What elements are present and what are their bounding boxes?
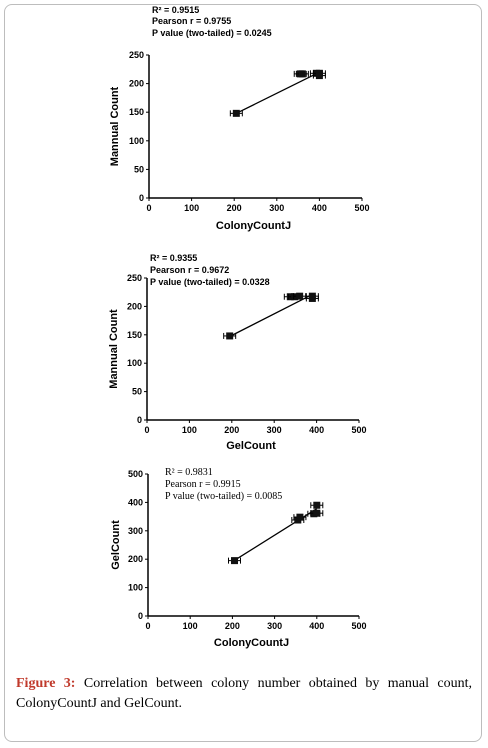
y-tick-label: 0 [138, 611, 143, 621]
y-tick-label: 150 [129, 107, 144, 117]
y-axis-title: Mannual Count [108, 309, 120, 389]
x-tick-label: 200 [224, 425, 239, 435]
y-tick-label: 500 [128, 469, 143, 479]
x-tick-label: 400 [309, 621, 324, 631]
y-tick-label: 0 [137, 415, 142, 425]
stats-line: R² = 0.9515 [152, 5, 199, 15]
stats-line: P value (two-tailed) = 0.0085 [165, 491, 282, 502]
y-tick-label: 300 [128, 526, 143, 536]
x-tick-label: 0 [145, 621, 150, 631]
y-tick-label: 50 [132, 387, 142, 397]
x-tick-label: 500 [351, 621, 366, 631]
data-point [298, 70, 306, 78]
data-point [308, 294, 316, 302]
stats-line: Pearson r = 0.9755 [152, 16, 231, 26]
x-tick-label: 100 [182, 425, 197, 435]
y-tick-label: 200 [129, 79, 144, 89]
x-tick-label: 300 [267, 425, 282, 435]
figure-caption: Figure 3: Correlation between colony num… [16, 674, 472, 714]
data-point [226, 332, 234, 340]
caption-text: Correlation between colony number obtain… [16, 676, 472, 711]
y-tick-label: 250 [127, 273, 142, 283]
caption-label: Figure 3: [16, 676, 76, 691]
x-tick-label: 400 [312, 203, 327, 213]
data-point [296, 513, 304, 521]
data-point [315, 72, 323, 80]
data-point [313, 509, 321, 517]
stats-line: Pearson r = 0.9672 [150, 265, 229, 275]
stats-line: P value (two-tailed) = 0.0328 [150, 277, 270, 287]
x-tick-label: 500 [354, 203, 369, 213]
figure-frame [4, 4, 482, 742]
data-point [231, 557, 239, 565]
y-tick-label: 100 [128, 583, 143, 593]
stats-line: R² = 0.9831 [165, 467, 213, 478]
x-tick-label: 100 [183, 621, 198, 631]
chart-gelcount-vs-colonycountj: 0 100 200 300 400 500 0 100 200 300 400 500 ColonyCo… [110, 467, 367, 649]
x-tick-label: 0 [144, 425, 149, 435]
chart-manual-vs-gelcount: 0 100 200 300 400 500 0 50 100 150 200 250 GelCount M… [108, 253, 367, 452]
x-tick-label: 0 [146, 203, 151, 213]
x-tick-label: 500 [351, 425, 366, 435]
data-point [296, 292, 304, 300]
x-tick-label: 300 [269, 203, 284, 213]
y-tick-label: 50 [134, 164, 144, 174]
data-point [313, 501, 321, 509]
stats-line: P value (two-tailed) = 0.0245 [152, 28, 272, 38]
x-tick-label: 300 [267, 621, 282, 631]
regression-line [236, 71, 320, 114]
x-axis-title: GelCount [226, 440, 276, 452]
regression-line [234, 508, 318, 561]
y-tick-label: 150 [127, 330, 142, 340]
data-point [232, 109, 240, 117]
x-axis-title: ColonyCountJ [216, 220, 291, 232]
y-tick-label: 250 [129, 50, 144, 60]
regression-line [229, 293, 313, 338]
y-axis-title: Mannual Count [109, 86, 121, 166]
x-tick-label: 200 [227, 203, 242, 213]
y-tick-label: 100 [127, 358, 142, 368]
x-tick-label: 100 [184, 203, 199, 213]
stats-line: R² = 0.9355 [150, 253, 197, 263]
data-point [291, 293, 299, 301]
y-axis-title: GelCount [110, 520, 122, 570]
y-tick-label: 200 [127, 301, 142, 311]
y-tick-label: 0 [139, 193, 144, 203]
y-tick-label: 400 [128, 497, 143, 507]
y-tick-label: 100 [129, 136, 144, 146]
chart-manual-vs-colonycountj: 0 100 200 300 400 500 0 50 100 150 200 250 ColonyCou… [109, 5, 370, 232]
stats-line: Pearson r = 0.9915 [165, 479, 241, 490]
y-tick-label: 200 [128, 554, 143, 564]
x-tick-label: 200 [225, 621, 240, 631]
x-axis-title: ColonyCountJ [214, 637, 289, 649]
x-tick-label: 400 [309, 425, 324, 435]
